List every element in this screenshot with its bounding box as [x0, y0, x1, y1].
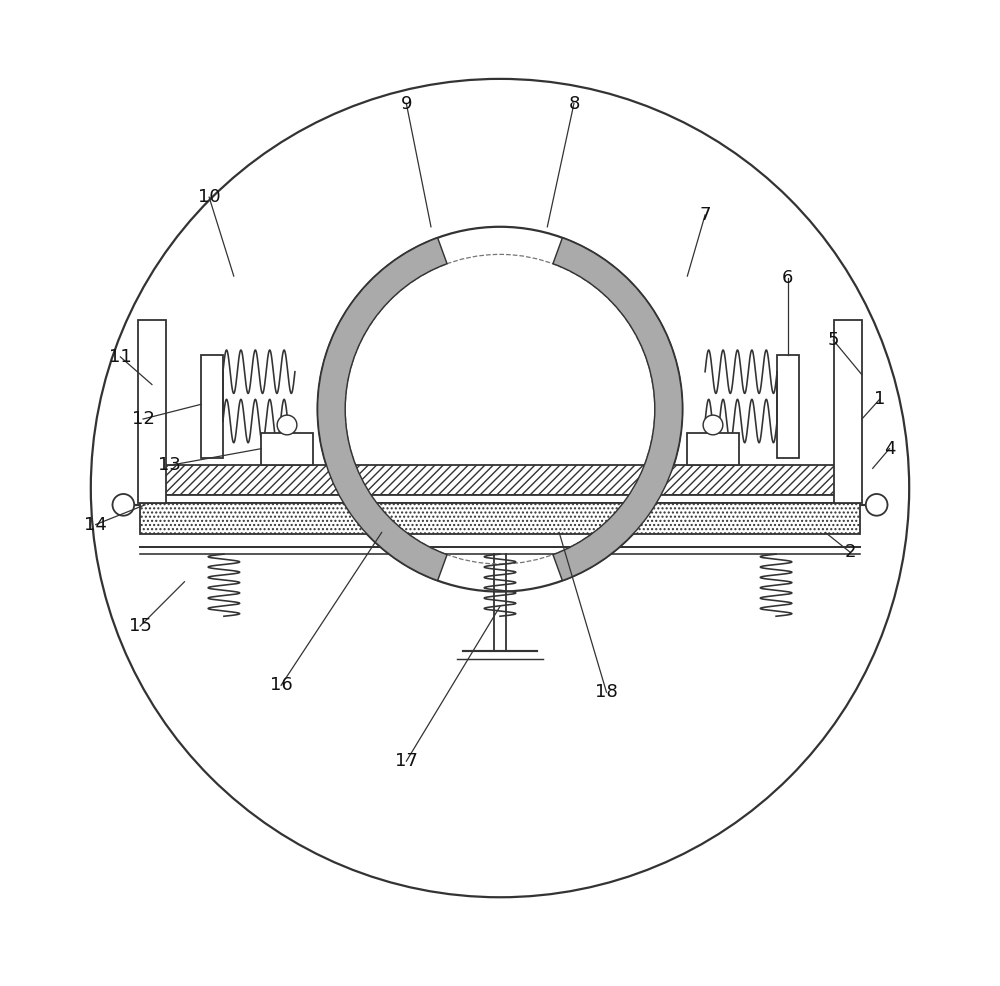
Text: 11: 11 — [109, 348, 132, 366]
Text: 5: 5 — [828, 331, 839, 349]
Text: 12: 12 — [132, 410, 155, 428]
Bar — [140, 503, 860, 534]
Bar — [777, 355, 799, 458]
Bar — [138, 320, 166, 503]
Bar — [140, 465, 860, 495]
Text: 13: 13 — [158, 457, 181, 474]
Wedge shape — [553, 238, 682, 581]
Text: 16: 16 — [270, 676, 292, 694]
Text: 6: 6 — [782, 269, 794, 287]
Text: 1: 1 — [874, 390, 885, 408]
Text: 10: 10 — [198, 188, 220, 206]
Text: 9: 9 — [401, 95, 412, 112]
Text: 2: 2 — [844, 543, 856, 561]
Bar — [140, 495, 860, 503]
Circle shape — [113, 494, 134, 516]
Text: 7: 7 — [699, 206, 711, 224]
Bar — [201, 355, 223, 458]
Text: 17: 17 — [395, 752, 418, 770]
Bar — [261, 433, 313, 465]
Text: 14: 14 — [84, 516, 107, 533]
Bar — [834, 320, 862, 503]
Circle shape — [703, 415, 723, 435]
Circle shape — [866, 494, 887, 516]
Text: 15: 15 — [129, 617, 152, 635]
Bar — [687, 433, 739, 465]
Text: 4: 4 — [884, 440, 895, 458]
Text: 8: 8 — [568, 95, 580, 112]
Wedge shape — [318, 238, 447, 581]
Circle shape — [277, 415, 297, 435]
Text: 18: 18 — [595, 683, 618, 701]
